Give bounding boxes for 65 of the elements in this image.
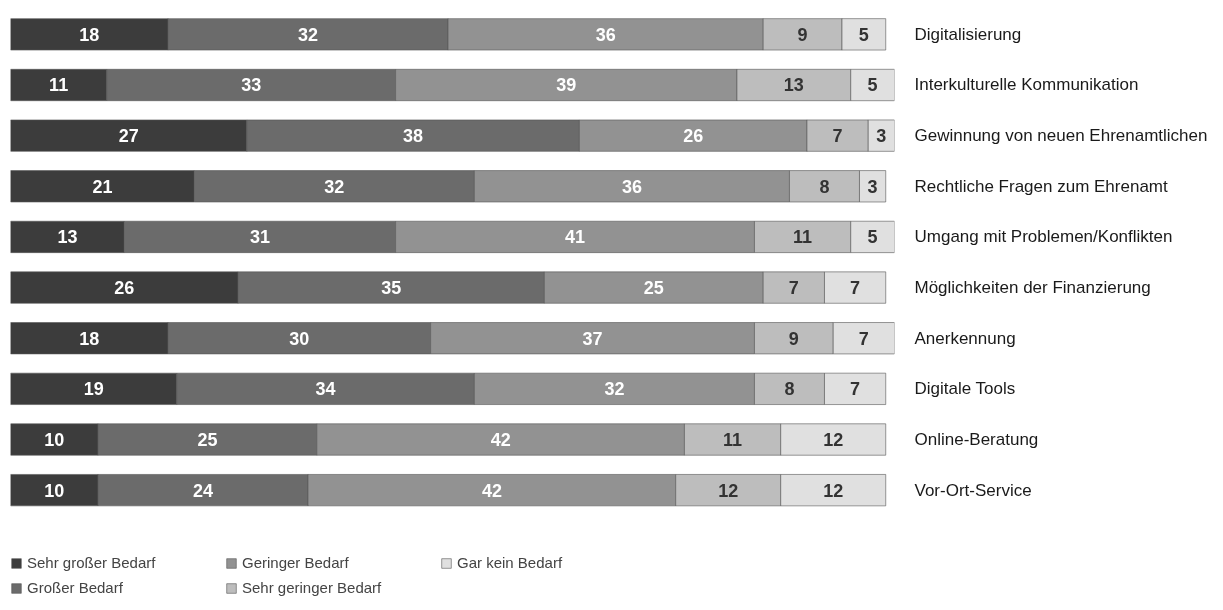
data-label: 42 bbox=[481, 480, 502, 501]
data-label: 8 bbox=[784, 379, 795, 400]
data-label: 7 bbox=[850, 379, 861, 400]
data-label: 19 bbox=[83, 379, 104, 400]
data-label: 35 bbox=[381, 278, 402, 299]
data-label: 21 bbox=[92, 176, 113, 197]
y-tick-label: Umgang mit Problemen/Konflikten bbox=[914, 227, 1173, 247]
y-tick-label: Möglichkeiten der Finanzierung bbox=[914, 278, 1151, 298]
data-label: 32 bbox=[324, 176, 345, 197]
data-label: 11 bbox=[793, 227, 813, 248]
data-label: 33 bbox=[241, 75, 262, 96]
data-label: 5 bbox=[858, 24, 869, 45]
data-label: 26 bbox=[114, 278, 135, 299]
data-label: 7 bbox=[832, 126, 843, 147]
data-label: 3 bbox=[867, 176, 878, 197]
data-label: 42 bbox=[490, 430, 511, 450]
data-label: 13 bbox=[57, 227, 78, 248]
data-label: 25 bbox=[197, 430, 218, 450]
y-tick-label: Vor-Ort-Service bbox=[914, 480, 1032, 500]
data-label: 11 bbox=[723, 430, 743, 450]
data-label: 32 bbox=[604, 379, 625, 400]
data-label: 9 bbox=[788, 328, 799, 349]
data-label: 31 bbox=[249, 227, 270, 248]
data-label: 8 bbox=[819, 176, 830, 197]
data-label: 26 bbox=[683, 126, 704, 147]
y-tick-label: Interkulturelle Kommunikation bbox=[914, 75, 1139, 95]
legend-label: Geringer Bedarf bbox=[242, 554, 350, 571]
y-tick-label: Anerkennung bbox=[914, 328, 1016, 348]
data-label: 9 bbox=[797, 24, 808, 45]
data-label: 5 bbox=[867, 75, 878, 96]
data-label: 41 bbox=[565, 227, 586, 248]
data-label: 39 bbox=[556, 75, 577, 96]
legend-label: Sehr großer Bedarf bbox=[27, 554, 157, 571]
data-label: 3 bbox=[876, 126, 887, 147]
data-label: 12 bbox=[823, 480, 844, 501]
data-label: 32 bbox=[298, 24, 319, 45]
data-label: 38 bbox=[403, 126, 424, 147]
data-label: 18 bbox=[79, 24, 100, 45]
data-label: 36 bbox=[595, 24, 616, 45]
data-label: 34 bbox=[315, 379, 336, 400]
data-label: 36 bbox=[621, 176, 642, 197]
legend-label: Gar kein Bedarf bbox=[457, 554, 564, 571]
data-label: 7 bbox=[858, 328, 869, 349]
data-label: 25 bbox=[643, 278, 664, 299]
y-tick-label: Digitalisierung bbox=[914, 24, 1022, 44]
data-label: 10 bbox=[44, 480, 65, 501]
data-label: 7 bbox=[788, 278, 799, 299]
data-label: 7 bbox=[850, 278, 861, 299]
data-label: 13 bbox=[783, 75, 804, 96]
data-label: 12 bbox=[718, 480, 739, 501]
data-label: 30 bbox=[289, 328, 310, 349]
data-label: 18 bbox=[79, 328, 100, 349]
data-label: 24 bbox=[193, 480, 214, 501]
data-label: 27 bbox=[118, 126, 139, 147]
data-label: 10 bbox=[44, 430, 65, 450]
y-tick-label: Online-Beratung bbox=[914, 430, 1039, 449]
data-label: 37 bbox=[582, 328, 603, 349]
y-tick-label: Rechtliche Fragen zum Ehrenamt bbox=[914, 176, 1168, 196]
data-label: 12 bbox=[823, 430, 844, 450]
y-tick-label: Gewinnung von neuen Ehrenamtlichen bbox=[914, 126, 1208, 146]
legend-label: Großer Bedarf bbox=[27, 579, 124, 596]
legend-label: Sehr geringer Bedarf bbox=[242, 579, 383, 596]
data-label: 5 bbox=[867, 227, 878, 248]
data-label: 11 bbox=[49, 75, 69, 96]
y-tick-label: Digitale Tools bbox=[914, 379, 1016, 399]
